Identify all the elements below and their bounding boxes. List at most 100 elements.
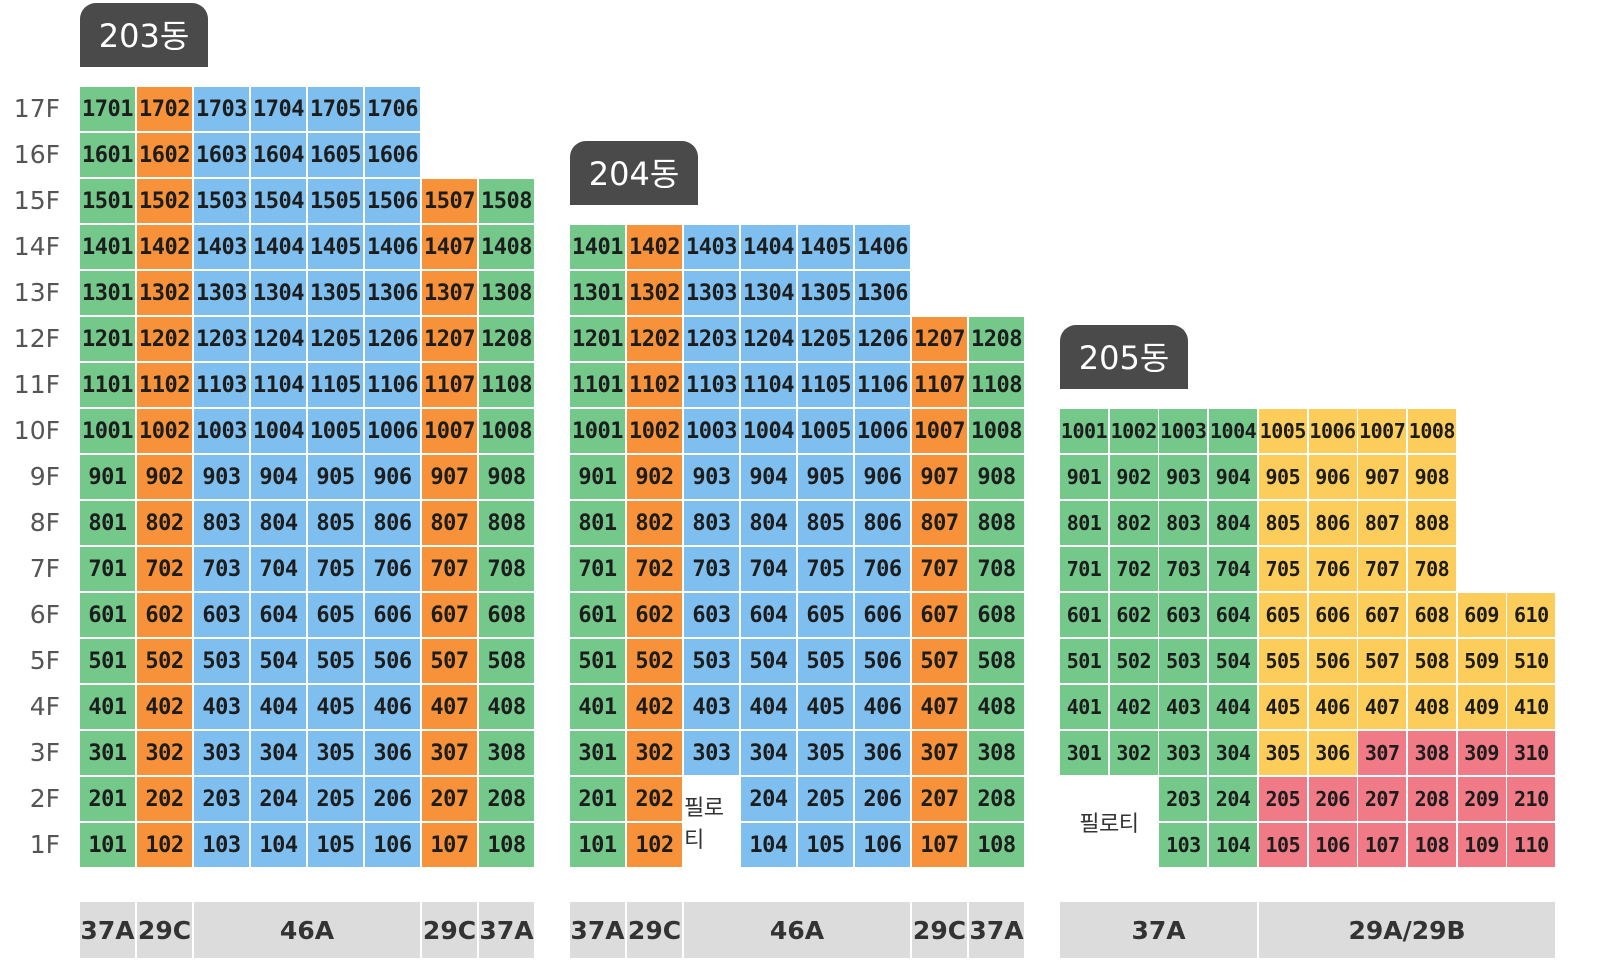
unit-cell[interactable]: 607 xyxy=(422,593,477,637)
unit-cell[interactable]: 607 xyxy=(1358,593,1407,637)
unit-cell[interactable]: 1004 xyxy=(741,409,796,453)
unit-cell[interactable]: 904 xyxy=(741,455,796,499)
unit-cell[interactable]: 1502 xyxy=(137,179,192,223)
unit-cell[interactable]: 906 xyxy=(365,455,420,499)
unit-cell[interactable]: 805 xyxy=(1258,501,1307,545)
unit-cell[interactable]: 708 xyxy=(969,547,1024,591)
unit-cell[interactable]: 1308 xyxy=(479,271,534,315)
unit-cell[interactable]: 306 xyxy=(1308,731,1357,775)
unit-cell[interactable]: 308 xyxy=(479,731,534,775)
unit-cell[interactable]: 1104 xyxy=(741,363,796,407)
unit-cell[interactable]: 207 xyxy=(422,777,477,821)
unit-cell[interactable]: 701 xyxy=(1060,547,1108,591)
unit-cell[interactable]: 502 xyxy=(1109,639,1158,683)
unit-cell[interactable]: 1206 xyxy=(365,317,420,361)
unit-cell[interactable]: 107 xyxy=(912,823,967,867)
unit-cell[interactable]: 704 xyxy=(741,547,796,591)
unit-cell[interactable]: 110 xyxy=(1507,823,1556,867)
unit-cell[interactable]: 1603 xyxy=(194,133,249,177)
unit-cell[interactable]: 1001 xyxy=(1060,409,1108,453)
unit-cell[interactable]: 306 xyxy=(855,731,910,775)
unit-cell[interactable]: 301 xyxy=(80,731,135,775)
unit-cell[interactable]: 805 xyxy=(308,501,363,545)
unit-cell[interactable]: 1205 xyxy=(798,317,853,361)
unit-cell[interactable]: 402 xyxy=(627,685,682,729)
unit-cell[interactable]: 705 xyxy=(308,547,363,591)
unit-cell[interactable]: 409 xyxy=(1457,685,1506,729)
unit-cell[interactable]: 1107 xyxy=(912,363,967,407)
unit-cell[interactable]: 1002 xyxy=(627,409,682,453)
unit-cell[interactable]: 108 xyxy=(1407,823,1456,867)
unit-cell[interactable]: 1001 xyxy=(570,409,625,453)
unit-cell[interactable]: 505 xyxy=(1258,639,1307,683)
unit-cell[interactable]: 207 xyxy=(1358,777,1407,821)
unit-cell[interactable]: 907 xyxy=(422,455,477,499)
unit-cell[interactable]: 501 xyxy=(1060,639,1108,683)
unit-cell[interactable]: 104 xyxy=(741,823,796,867)
unit-cell[interactable]: 101 xyxy=(80,823,135,867)
unit-cell[interactable]: 906 xyxy=(1308,455,1357,499)
unit-cell[interactable]: 301 xyxy=(570,731,625,775)
unit-cell[interactable]: 1208 xyxy=(479,317,534,361)
unit-cell[interactable]: 1604 xyxy=(251,133,306,177)
unit-cell[interactable]: 407 xyxy=(912,685,967,729)
unit-cell[interactable]: 1405 xyxy=(798,225,853,269)
unit-cell[interactable]: 1306 xyxy=(855,271,910,315)
unit-cell[interactable]: 602 xyxy=(1109,593,1158,637)
unit-cell[interactable]: 404 xyxy=(741,685,796,729)
unit-cell[interactable]: 408 xyxy=(969,685,1024,729)
unit-cell[interactable]: 801 xyxy=(570,501,625,545)
unit-cell[interactable]: 301 xyxy=(1060,731,1108,775)
unit-cell[interactable]: 1102 xyxy=(137,363,192,407)
unit-cell[interactable]: 708 xyxy=(1407,547,1456,591)
unit-cell[interactable]: 408 xyxy=(1407,685,1456,729)
unit-cell[interactable]: 1105 xyxy=(798,363,853,407)
unit-cell[interactable]: 206 xyxy=(365,777,420,821)
unit-cell[interactable]: 707 xyxy=(422,547,477,591)
unit-cell[interactable]: 310 xyxy=(1507,731,1556,775)
unit-cell[interactable]: 407 xyxy=(1358,685,1407,729)
unit-cell[interactable]: 803 xyxy=(1159,501,1208,545)
unit-cell[interactable]: 1006 xyxy=(365,409,420,453)
unit-cell[interactable]: 307 xyxy=(422,731,477,775)
unit-cell[interactable]: 1001 xyxy=(80,409,135,453)
unit-cell[interactable]: 601 xyxy=(570,593,625,637)
unit-cell[interactable]: 801 xyxy=(80,501,135,545)
unit-cell[interactable]: 303 xyxy=(684,731,739,775)
unit-cell[interactable]: 601 xyxy=(1060,593,1108,637)
unit-cell[interactable]: 702 xyxy=(627,547,682,591)
unit-cell[interactable]: 406 xyxy=(1308,685,1357,729)
unit-cell[interactable]: 105 xyxy=(1258,823,1307,867)
unit-cell[interactable]: 706 xyxy=(365,547,420,591)
unit-cell[interactable]: 608 xyxy=(969,593,1024,637)
unit-cell[interactable]: 401 xyxy=(80,685,135,729)
unit-cell[interactable]: 1202 xyxy=(627,317,682,361)
unit-cell[interactable]: 1504 xyxy=(251,179,306,223)
unit-cell[interactable]: 701 xyxy=(80,547,135,591)
unit-cell[interactable]: 707 xyxy=(1358,547,1407,591)
unit-cell[interactable]: 702 xyxy=(1109,547,1158,591)
unit-cell[interactable]: 1005 xyxy=(1258,409,1307,453)
unit-cell[interactable]: 402 xyxy=(137,685,192,729)
unit-cell[interactable]: 507 xyxy=(1358,639,1407,683)
unit-cell[interactable]: 1307 xyxy=(422,271,477,315)
unit-cell[interactable]: 602 xyxy=(137,593,192,637)
unit-cell[interactable]: 410 xyxy=(1507,685,1556,729)
unit-cell[interactable]: 209 xyxy=(1457,777,1506,821)
unit-cell[interactable]: 508 xyxy=(479,639,534,683)
unit-cell[interactable]: 803 xyxy=(194,501,249,545)
unit-cell[interactable]: 503 xyxy=(684,639,739,683)
unit-cell[interactable]: 705 xyxy=(798,547,853,591)
unit-cell[interactable]: 304 xyxy=(741,731,796,775)
unit-cell[interactable]: 105 xyxy=(308,823,363,867)
unit-cell[interactable]: 702 xyxy=(137,547,192,591)
unit-cell[interactable]: 808 xyxy=(969,501,1024,545)
unit-cell[interactable]: 901 xyxy=(80,455,135,499)
unit-cell[interactable]: 205 xyxy=(1258,777,1307,821)
unit-cell[interactable]: 1108 xyxy=(969,363,1024,407)
unit-cell[interactable]: 504 xyxy=(741,639,796,683)
unit-cell[interactable]: 808 xyxy=(479,501,534,545)
unit-cell[interactable]: 907 xyxy=(1358,455,1407,499)
unit-cell[interactable]: 805 xyxy=(798,501,853,545)
unit-cell[interactable]: 1101 xyxy=(80,363,135,407)
